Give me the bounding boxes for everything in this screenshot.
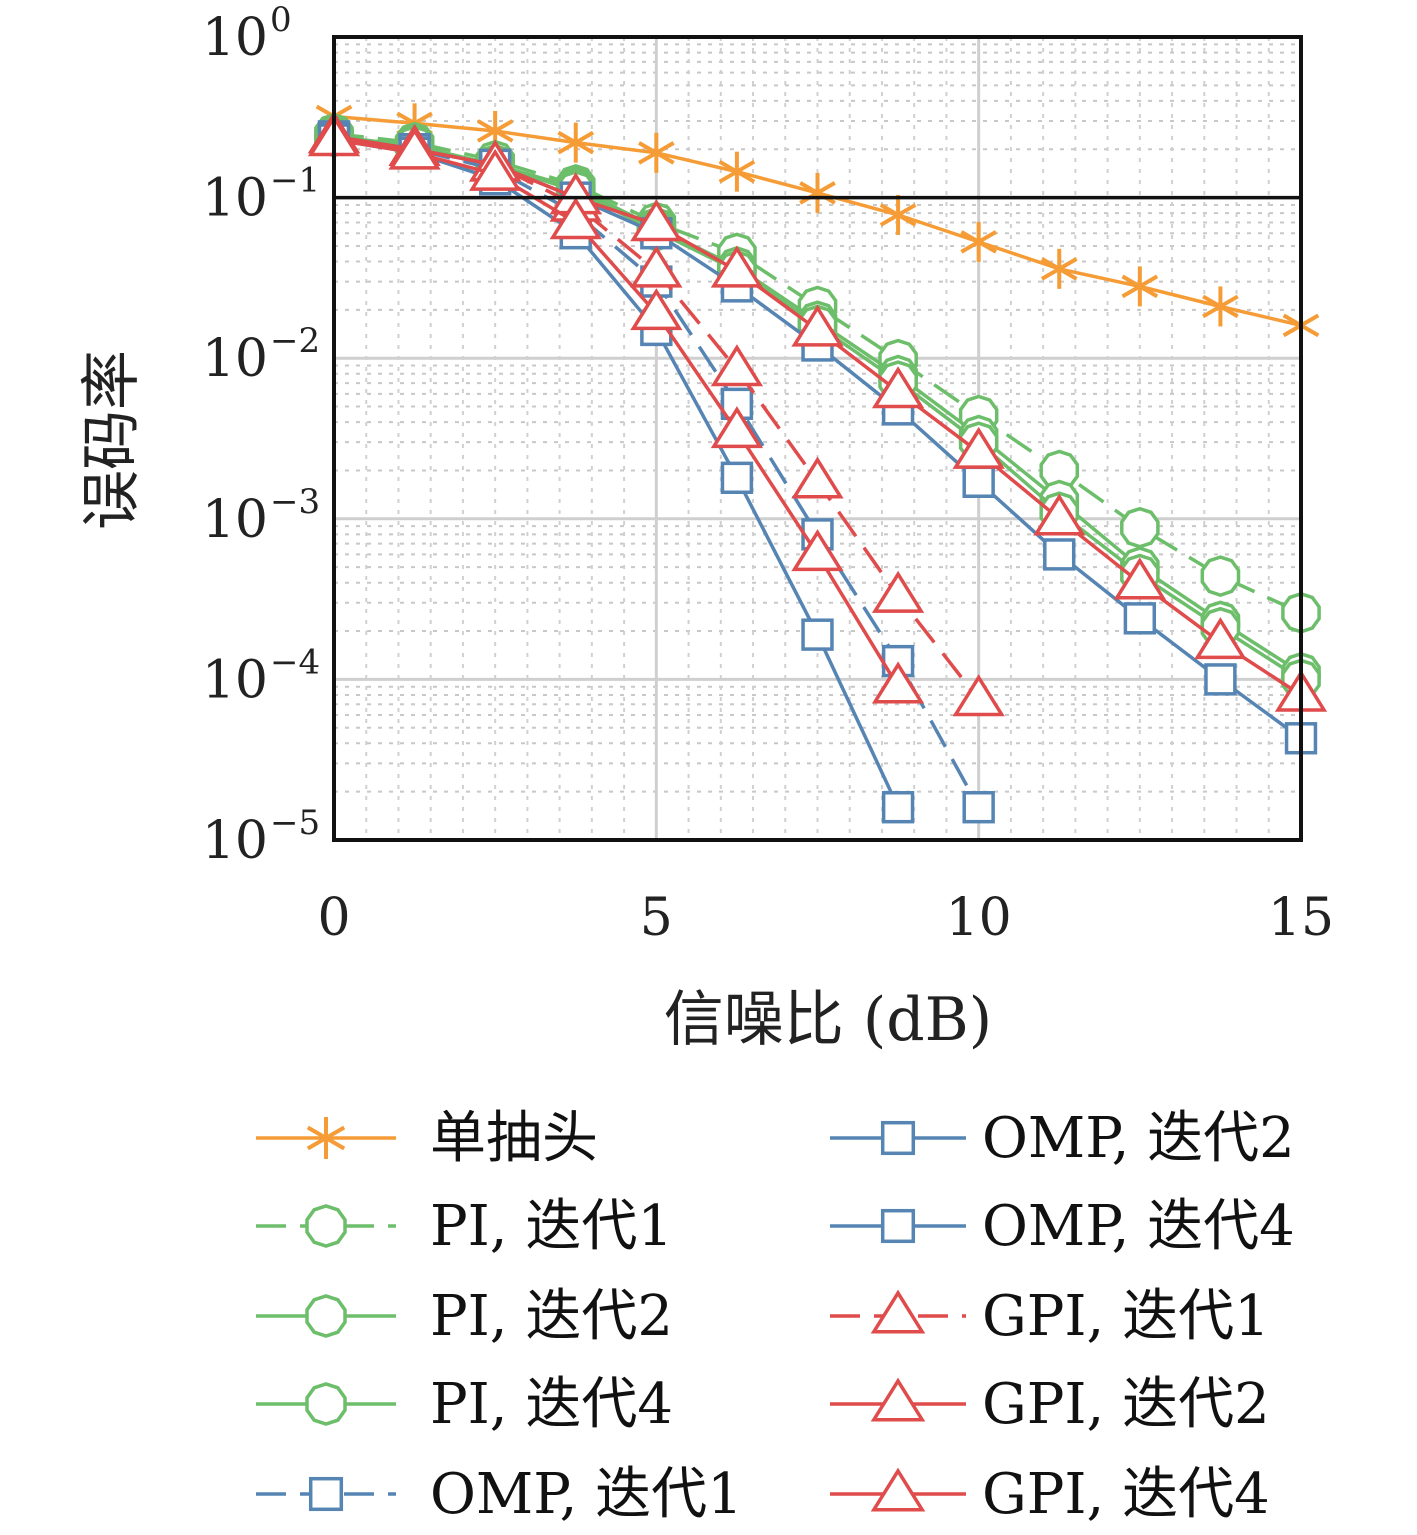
y-tick-exponent: −3 [270,482,320,522]
legend-entry-6: OMP, 迭代4 [830,1194,1295,1259]
data-point [1040,248,1078,289]
series-0 [315,96,1320,346]
legend-label: PI, 迭代1 [430,1194,673,1259]
data-point [791,304,844,347]
legend-label: GPI, 迭代2 [982,1372,1270,1437]
y-tick-exponent: −1 [270,161,320,201]
plot-border [332,35,1303,842]
legend-marker [870,1467,926,1512]
x-tick-label: 15 [1268,888,1334,948]
data-point [879,194,917,235]
legend-marker [308,1476,344,1512]
data-point [871,366,925,409]
data-point [1204,663,1237,696]
x-tick-label: 10 [946,888,1012,948]
data-point [720,461,754,495]
legend-marker [880,1120,916,1156]
y-tick-exponent: −5 [270,803,320,843]
data-point [718,151,756,192]
data-point [881,791,915,824]
legend-label: OMP, 迭代4 [982,1194,1295,1259]
y-tick-label: 10 [202,169,268,229]
legend-entry-5: OMP, 迭代2 [830,1106,1295,1171]
legend-entry-2: PI, 迭代2 [256,1284,673,1349]
legend-label: OMP, 迭代2 [982,1106,1295,1171]
legend-marker [870,1377,926,1422]
data-point [1043,538,1076,571]
y-tick-exponent: 0 [270,0,292,40]
data-point [960,221,997,262]
series-layer [307,96,1328,824]
data-point [630,199,683,242]
legend-entry-3: PI, 迭代4 [256,1372,673,1437]
legend-label: GPI, 迭代4 [982,1462,1270,1527]
series-9 [307,114,925,704]
y-tick-label: 10 [202,8,268,68]
data-point [710,406,764,449]
data-point [557,122,595,163]
legend-label: GPI, 迭代1 [982,1284,1270,1349]
legend-marker [306,1117,346,1159]
data-point [469,148,522,191]
legend-marker [305,1294,347,1338]
x-tick-label: 5 [640,888,673,948]
y-tick-label: 10 [202,490,268,550]
data-point [952,674,1005,717]
series-line [333,137,900,688]
legend-entry-0: 单抽头 [256,1106,598,1171]
data-point [791,456,844,499]
y-tick-exponent: −2 [270,321,320,361]
legend-marker [305,1204,347,1248]
data-point [1033,493,1086,536]
data-point [791,529,844,572]
data-point [1120,506,1160,549]
legend-entry-8: GPI, 迭代2 [830,1372,1270,1437]
data-point [710,245,764,288]
data-point [630,245,683,288]
legend-marker [870,1289,926,1334]
legend-label: PI, 迭代2 [430,1284,673,1349]
legend-entry-9: GPI, 迭代4 [830,1462,1270,1527]
data-point [1113,557,1166,600]
legend: 单抽头 PI, 迭代1 PI, 迭代2 PI, 迭代4 OMP, 迭代1 OMP, 迭代2… [256,1106,1295,1527]
y-tick-label: 10 [202,650,268,710]
data-point [871,661,925,704]
data-point [549,197,602,240]
legend-entry-1: PI, 迭代1 [256,1194,673,1259]
y-tick-exponent: −4 [270,642,320,682]
data-point [388,127,441,170]
data-point [952,426,1005,469]
data-point [1200,555,1241,597]
data-point [801,618,834,651]
plot-frame [332,35,1303,842]
data-point [638,132,675,173]
x-axis-label: 信噪比 (dB) [664,985,992,1055]
y-tick-label: 10 [202,811,268,871]
legend-label: PI, 迭代4 [430,1372,673,1437]
data-point [710,344,764,387]
data-point [962,791,995,824]
data-point [799,172,836,213]
y-tick-label: 10 [202,329,268,389]
legend-entry-4: OMP, 迭代1 [256,1462,743,1527]
data-point [1121,266,1159,307]
x-tick-label: 0 [317,888,350,948]
data-point [1194,617,1247,660]
y-axis-label: 误码率 [77,350,147,530]
legend-entry-7: GPI, 迭代1 [830,1284,1270,1349]
data-point [962,465,995,498]
legend-marker [880,1208,916,1244]
legend-label: 单抽头 [430,1106,598,1171]
legend-label: OMP, 迭代1 [430,1462,743,1527]
legend-marker [305,1382,347,1426]
data-point [1123,602,1157,635]
data-point [630,288,683,331]
data-point [871,570,925,613]
data-point [1202,286,1239,327]
